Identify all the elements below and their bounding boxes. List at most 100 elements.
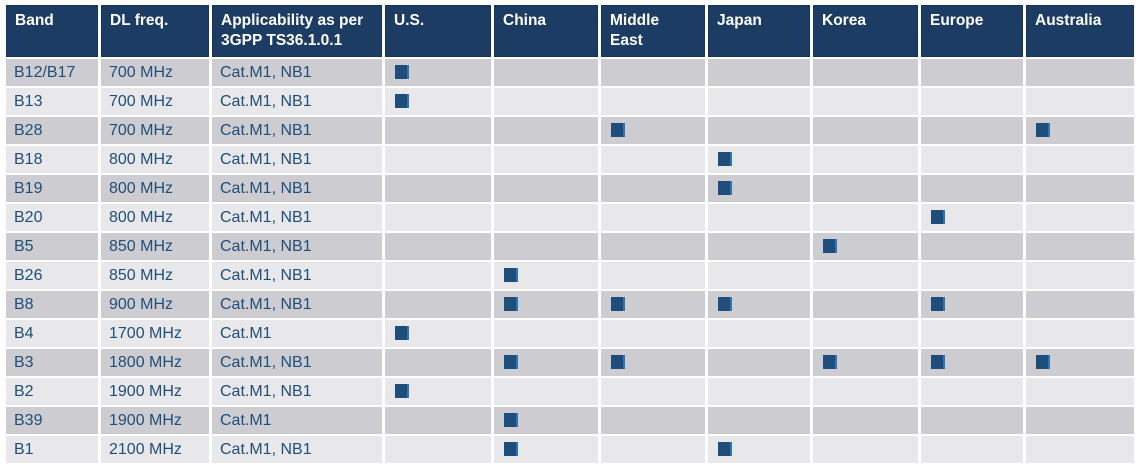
region-cell-us [385,233,491,260]
dl-freq-cell: 1900 MHz [101,378,209,405]
applicability-marker [1036,355,1050,370]
column-header-label: Europe [930,12,984,29]
region-cell-europe [921,291,1023,318]
region-cell-japan [708,349,810,376]
region-cell-europe [921,233,1023,260]
dl-freq-cell: 700 MHz [101,88,209,115]
applicability-cell: Cat.M1, NB1 [212,233,382,260]
region-cell-us [385,59,491,86]
region-cell-australia [1026,117,1134,144]
column-header-korea: Korea [813,5,918,57]
applicability-cell: Cat.M1, NB1 [212,59,382,86]
region-cell-middle-east [601,349,705,376]
region-cell-china [494,175,598,202]
table-body: B12/B17 700 MHz Cat.M1, NB1 B13 700 MHz Cat.M… [6,59,1134,463]
band-cell: B8 [6,291,98,318]
region-cell-japan [708,175,810,202]
region-cell-japan [708,146,810,173]
applicability-marker [718,152,732,167]
band-cell: B20 [6,204,98,231]
region-cell-europe [921,320,1023,347]
region-cell-japan [708,59,810,86]
region-cell-japan [708,291,810,318]
applicability-marker [1036,123,1050,138]
region-cell-middle-east [601,407,705,434]
dl-freq-cell: 1800 MHz [101,349,209,376]
applicability-cell: Cat.M1 [212,407,382,434]
region-cell-europe [921,175,1023,202]
applicability-marker [611,123,625,138]
region-cell-middle-east [601,117,705,144]
applicability-cell: Cat.M1, NB1 [212,262,382,289]
table-row: B13 700 MHz Cat.M1, NB1 [6,88,1134,115]
applicability-marker [823,239,837,254]
region-cell-japan [708,262,810,289]
applicability-marker [395,384,409,399]
region-cell-korea [813,262,918,289]
table-row: B3 1800 MHz Cat.M1, NB1 [6,349,1134,376]
dl-freq-cell: 900 MHz [101,291,209,318]
applicability-marker [395,326,409,341]
region-cell-korea [813,204,918,231]
applicability-marker [395,94,409,109]
table-header-row: Band DL freq. Applicability as per 3GPP … [6,5,1134,57]
column-header-dl-freq: DL freq. [101,5,209,57]
region-cell-australia [1026,204,1134,231]
table-header: Band DL freq. Applicability as per 3GPP … [6,5,1134,57]
column-header-label: DL freq. [110,12,169,29]
region-cell-middle-east [601,59,705,86]
applicability-cell: Cat.M1, NB1 [212,204,382,231]
applicability-marker [395,65,409,80]
region-cell-us [385,175,491,202]
table-row: B18 800 MHz Cat.M1, NB1 [6,146,1134,173]
applicability-marker [504,268,518,283]
region-cell-europe [921,117,1023,144]
region-cell-china [494,88,598,115]
column-header-middle-east: Middle East [601,5,705,57]
region-cell-europe [921,378,1023,405]
region-cell-middle-east [601,378,705,405]
dl-freq-cell: 800 MHz [101,146,209,173]
table-row: B26 850 MHz Cat.M1, NB1 [6,262,1134,289]
region-cell-australia [1026,233,1134,260]
region-cell-us [385,436,491,463]
region-cell-us [385,117,491,144]
applicability-marker [504,355,518,370]
region-cell-europe [921,407,1023,434]
region-cell-korea [813,407,918,434]
applicability-marker [504,297,518,312]
region-cell-china [494,117,598,144]
column-header-label: Band [15,12,54,29]
band-cell: B28 [6,117,98,144]
band-cell: B19 [6,175,98,202]
region-cell-middle-east [601,436,705,463]
region-cell-us [385,146,491,173]
dl-freq-cell: 800 MHz [101,175,209,202]
region-cell-china [494,233,598,260]
column-header-japan: Japan [708,5,810,57]
dl-freq-cell: 2100 MHz [101,436,209,463]
region-cell-china [494,291,598,318]
region-cell-korea [813,320,918,347]
region-cell-middle-east [601,291,705,318]
region-cell-us [385,349,491,376]
dl-freq-cell: 800 MHz [101,204,209,231]
band-cell: B5 [6,233,98,260]
region-cell-japan [708,436,810,463]
applicability-cell: Cat.M1, NB1 [212,378,382,405]
region-cell-middle-east [601,88,705,115]
region-cell-japan [708,233,810,260]
region-cell-middle-east [601,320,705,347]
region-cell-korea [813,59,918,86]
region-cell-japan [708,320,810,347]
region-cell-middle-east [601,175,705,202]
region-cell-japan [708,88,810,115]
region-cell-us [385,291,491,318]
band-cell: B26 [6,262,98,289]
applicability-marker [823,355,837,370]
table-row: B2 1900 MHz Cat.M1, NB1 [6,378,1134,405]
applicability-cell: Cat.M1, NB1 [212,88,382,115]
table-row: B1 2100 MHz Cat.M1, NB1 [6,436,1134,463]
region-cell-europe [921,204,1023,231]
